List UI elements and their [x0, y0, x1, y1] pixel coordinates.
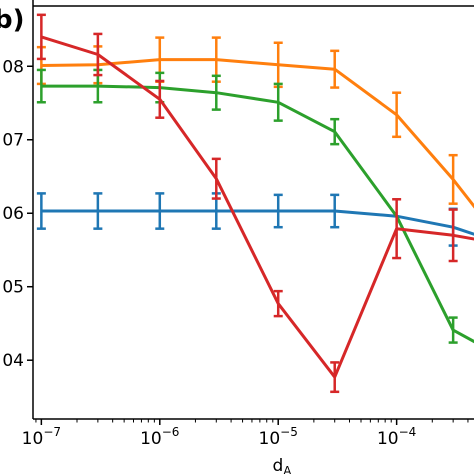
y-tick-label: 04: [2, 351, 24, 371]
x-axis-label: dA: [272, 456, 292, 474]
series-4-error-bar: [93, 32, 103, 77]
x-axis-label-subscript: A: [283, 464, 292, 474]
y-tick-label: 06: [2, 204, 24, 224]
y-tick-label: 05: [2, 278, 24, 298]
series-3-error-bar: [330, 117, 340, 146]
series-2: [36, 36, 474, 209]
series-3-error-bar: [36, 68, 46, 104]
series-4-error-bar: [36, 13, 46, 61]
series-4-error-bar: [392, 198, 402, 260]
x-axis-label-base: d: [272, 456, 283, 474]
series-1-error-bar: [155, 192, 165, 230]
series-4-error-bar: [448, 208, 458, 263]
series-1-error-bar: [36, 192, 46, 230]
series-4-line: [40, 35, 474, 379]
y-tick-label: 07: [2, 131, 24, 151]
series-1-error-bar: [93, 192, 103, 230]
tick-labels: 04 05 06 07 08 10−7 10−6 10−5 10−4: [2, 57, 416, 449]
series-2-error-bar: [448, 153, 458, 205]
axes: [27, 0, 474, 425]
series-4-error-bar: [155, 79, 165, 119]
series-3-error-bar: [448, 316, 458, 344]
x-tick-label: 10−4: [377, 425, 416, 449]
x-tick-label: 10−6: [140, 425, 179, 449]
x-tick-label: 10−5: [259, 425, 298, 449]
series-2-error-bar: [330, 49, 340, 89]
series-4-error-bar: [211, 157, 221, 200]
series-1-error-bar: [330, 193, 340, 229]
series-2-error-bar: [392, 91, 402, 139]
series-4-error-bar: [273, 289, 283, 318]
series-3: [36, 68, 474, 344]
series-4: [36, 13, 474, 394]
series-3-error-bar: [211, 74, 221, 111]
series-layer: [36, 13, 474, 394]
series-4-error-bar: [330, 361, 340, 394]
y-tick-label: 08: [2, 57, 24, 77]
series-3-error-bar: [273, 82, 283, 122]
x-tick-label: 10−7: [22, 425, 61, 449]
series-1-error-bar: [273, 193, 283, 229]
panel-label: b): [0, 5, 25, 35]
